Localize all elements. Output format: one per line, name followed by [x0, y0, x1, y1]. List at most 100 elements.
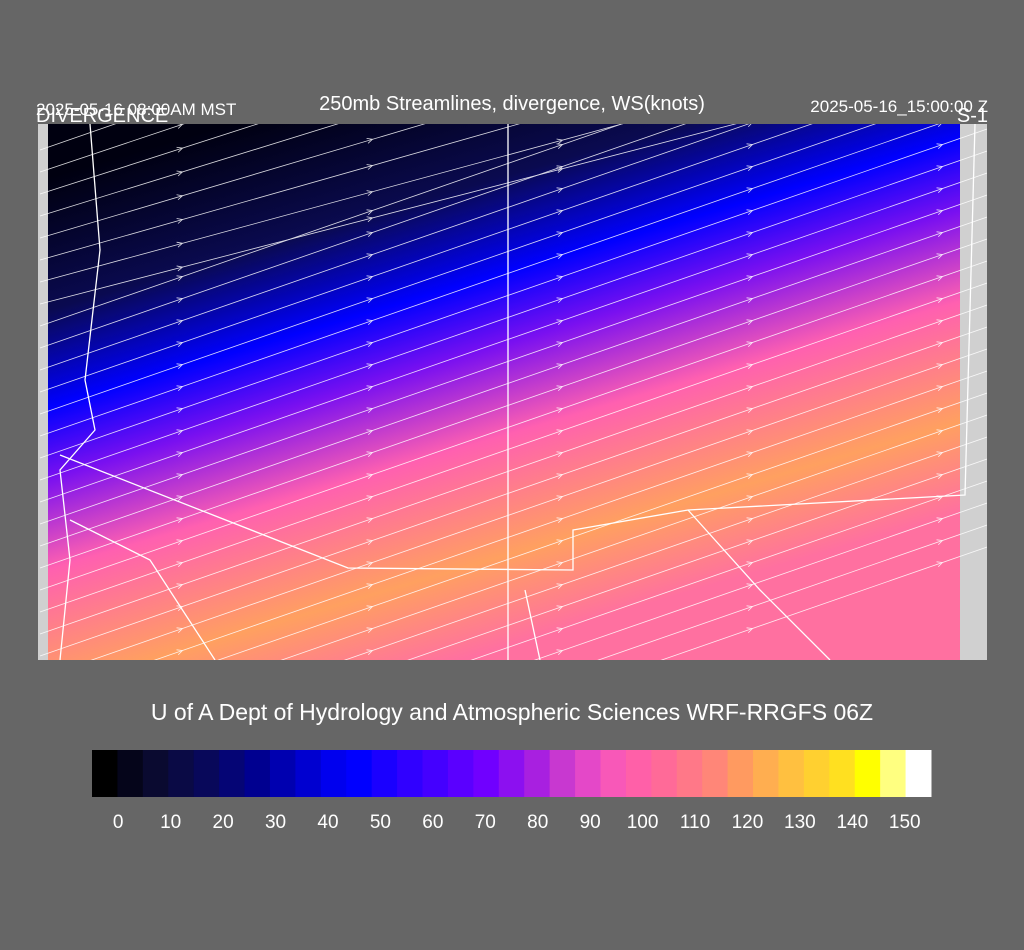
stream-arrow: [366, 253, 374, 260]
stream-arrow: [176, 561, 184, 568]
colorbar-swatch: [269, 750, 296, 797]
stream-arrow: [176, 319, 184, 326]
stream-arrow: [366, 583, 374, 590]
stream-arrow: [746, 605, 754, 612]
colorbar-swatch: [142, 750, 169, 797]
stream-arrow: [557, 672, 563, 677]
streamlines: [39, 25, 987, 809]
stream-arrow: [746, 341, 754, 348]
stream-arrow: [746, 539, 754, 546]
stream-arrow: [176, 241, 184, 248]
stream-arrow: [556, 429, 564, 436]
colorbar-tick-label: 60: [422, 812, 443, 833]
streamline: [39, 124, 940, 437]
stream-arrow: [367, 672, 373, 677]
stream-arrow: [556, 517, 564, 524]
stream-arrow: [936, 231, 944, 238]
streamline: [39, 260, 987, 591]
stream-arrow: [176, 605, 184, 612]
stream-arrow: [556, 627, 564, 634]
streamline: [470, 480, 987, 660]
stream-arrow: [936, 165, 944, 172]
colorbar-swatch: [168, 750, 195, 797]
stream-arrow: [747, 56, 753, 61]
colorbar-swatch: [829, 750, 856, 797]
stream-arrow: [746, 253, 754, 260]
stream-arrow: [556, 231, 564, 238]
stream-arrow: [366, 627, 374, 634]
stream-arrow: [937, 124, 942, 128]
colorbar-swatch: [320, 750, 347, 797]
stream-arrow: [556, 187, 564, 194]
stream-arrow: [747, 78, 753, 83]
stream-arrow: [937, 36, 943, 41]
stream-arrow: [366, 495, 374, 502]
stream-arrow: [366, 216, 374, 223]
stream-arrow: [556, 649, 564, 656]
stream-arrow: [746, 275, 754, 282]
wind-speed-field: [48, 124, 960, 660]
stream-arrow: [746, 561, 754, 568]
colorbar-swatch: [854, 750, 881, 797]
stream-arrow: [176, 627, 184, 634]
stream-arrow: [936, 363, 944, 370]
stream-arrow: [747, 26, 753, 31]
stream-arrow: [556, 561, 564, 568]
stream-arrow: [176, 385, 184, 392]
stream-arrow: [556, 385, 564, 392]
stream-arrow: [936, 385, 944, 392]
colorbar-swatch: [92, 750, 118, 797]
stream-arrow: [176, 473, 184, 480]
stream-arrow: [177, 738, 183, 743]
stream-arrow: [556, 407, 564, 414]
stream-arrow: [556, 209, 564, 216]
stream-arrow: [366, 164, 374, 170]
stream-arrow: [176, 517, 184, 524]
stream-arrow: [746, 407, 754, 414]
colorbar-swatch: [549, 750, 576, 797]
colorbar-swatch: [702, 750, 729, 797]
streamline: [533, 502, 987, 660]
colorbar-tick-label: 70: [475, 812, 496, 833]
map-title: 250mb Streamlines, divergence, WS(knots): [319, 93, 705, 115]
stream-arrow: [177, 804, 183, 809]
stream-arrow: [366, 319, 374, 326]
valid-local: 2025-05-16 08:00AM MST: [36, 100, 236, 119]
stream-arrow: [556, 583, 564, 590]
stream-arrow: [746, 143, 754, 150]
colorbar-swatch: [905, 750, 932, 797]
streamline: [39, 124, 259, 195]
stream-arrow: [936, 275, 944, 282]
stream-arrow: [366, 407, 374, 414]
colorbar-swatch: [575, 750, 601, 797]
stream-arrow: [366, 297, 374, 304]
stream-arrow: [366, 363, 374, 370]
stream-arrow: [746, 187, 754, 194]
colorbar-swatch: [727, 750, 754, 797]
stream-arrow: [936, 473, 944, 480]
streamline: [39, 124, 623, 327]
stream-arrow: [176, 649, 184, 656]
stream-arrow: [366, 137, 374, 144]
stream-arrow: [746, 297, 754, 304]
stream-arrow: [747, 124, 752, 128]
streamline: [90, 348, 987, 660]
borders: [59, 124, 976, 660]
stream-arrow: [746, 451, 754, 458]
stream-arrow: [746, 627, 754, 634]
colorbar-tick-label: 90: [580, 812, 601, 833]
map: [39, 25, 987, 809]
colorbar-swatch: [447, 750, 474, 797]
stream-arrow: [176, 297, 184, 304]
stream-arrow: [366, 561, 374, 568]
stream-arrow: [366, 231, 374, 238]
streamline: [39, 282, 987, 613]
stream-arrow: [557, 25, 563, 30]
stream-arrow: [936, 429, 944, 436]
streamline: [39, 326, 987, 657]
stream-arrow: [366, 473, 374, 480]
colorbar-swatch: [600, 750, 627, 797]
colorbar-tick-label: 100: [627, 812, 659, 833]
